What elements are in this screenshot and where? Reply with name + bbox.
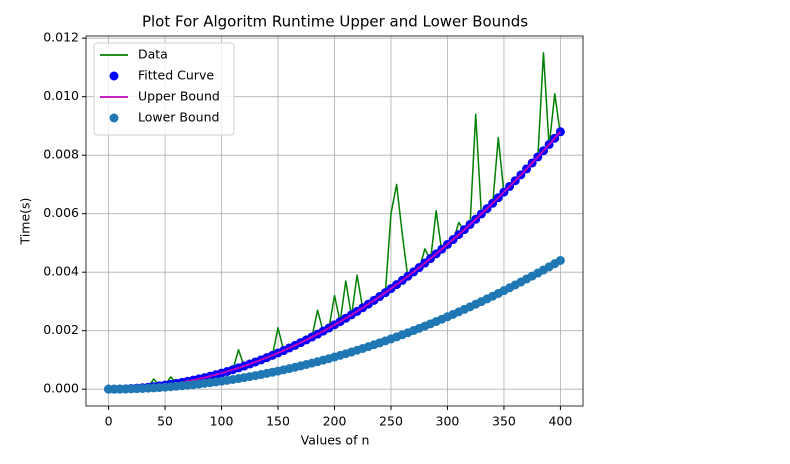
legend-swatch <box>109 113 119 123</box>
plot-area <box>104 52 565 394</box>
y-axis-label: Time(s) <box>18 198 33 246</box>
y-tick-label: 0.010 <box>43 88 79 103</box>
x-axis-label: Values of n <box>301 433 370 448</box>
legend-label: Upper Bound <box>138 89 220 104</box>
legend-swatch <box>109 71 119 81</box>
x-tick-label: 100 <box>210 414 234 429</box>
legend-label: Fitted Curve <box>138 68 214 83</box>
chart-title: Plot For Algoritm Runtime Upper and Lowe… <box>142 13 528 31</box>
y-tick-label: 0.004 <box>43 264 79 279</box>
legend-label: Data <box>138 47 168 62</box>
x-tick-label: 200 <box>323 414 347 429</box>
legend-label: Lower Bound <box>138 110 219 125</box>
legend-box <box>93 42 235 136</box>
x-tick-label: 250 <box>379 414 403 429</box>
x-tick-label: 300 <box>436 414 460 429</box>
y-tick-label: 0.002 <box>43 322 79 337</box>
x-tick-label: 400 <box>548 414 572 429</box>
x-tick-label: 350 <box>492 414 516 429</box>
y-tick-label: 0.012 <box>43 30 79 45</box>
y-tick-label: 0.008 <box>43 147 79 162</box>
plot-frame <box>85 35 584 407</box>
y-tick-label: 0.000 <box>43 381 79 396</box>
x-tick-label: 0 <box>105 414 113 429</box>
x-tick-label: 150 <box>266 414 290 429</box>
series-point <box>555 255 565 265</box>
y-tick-label: 0.006 <box>43 205 79 220</box>
x-tick-label: 50 <box>157 414 173 429</box>
